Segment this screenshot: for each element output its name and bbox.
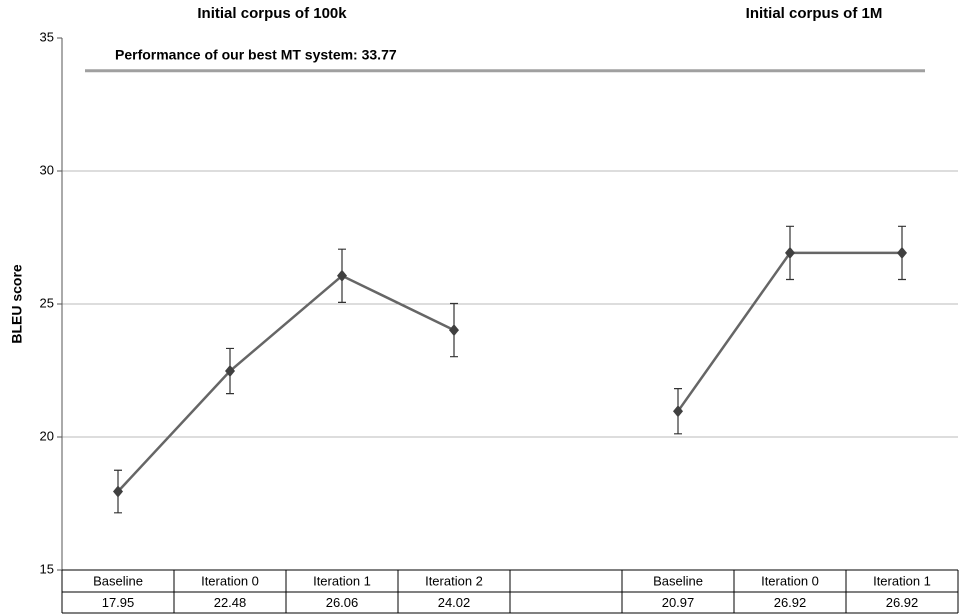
marker xyxy=(897,246,907,259)
marker xyxy=(113,485,123,498)
table-value: 20.97 xyxy=(662,595,695,610)
marker xyxy=(673,405,683,418)
table-value: 22.48 xyxy=(214,595,247,610)
y-tick-label: 20 xyxy=(40,428,54,443)
table-header: Baseline xyxy=(93,573,143,588)
y-tick-label: 25 xyxy=(40,295,54,310)
y-tick-label: 15 xyxy=(40,561,54,576)
table-value: 24.02 xyxy=(438,595,471,610)
marker xyxy=(337,269,347,282)
marker xyxy=(785,246,795,259)
table-value: 26.92 xyxy=(886,595,919,610)
marker xyxy=(225,365,235,378)
table-value: 26.92 xyxy=(774,595,807,610)
reference-label: Performance of our best MT system: 33.77 xyxy=(115,46,397,62)
table-value: 26.06 xyxy=(326,595,359,610)
table-header: Iteration 2 xyxy=(425,573,483,588)
y-axis-label: BLEU score xyxy=(9,264,25,344)
y-tick-label: 30 xyxy=(40,162,54,177)
table-header: Iteration 0 xyxy=(201,573,259,588)
y-tick-label: 35 xyxy=(40,29,54,44)
table-header: Iteration 1 xyxy=(313,573,371,588)
table-header: Iteration 0 xyxy=(761,573,819,588)
table-header: Iteration 1 xyxy=(873,573,931,588)
table-value: 17.95 xyxy=(102,595,135,610)
group-title: Initial corpus of 100k xyxy=(197,5,347,22)
group-title: Initial corpus of 1M xyxy=(746,5,883,22)
marker xyxy=(449,324,459,337)
series-line xyxy=(117,251,902,493)
table-header: Baseline xyxy=(653,573,703,588)
